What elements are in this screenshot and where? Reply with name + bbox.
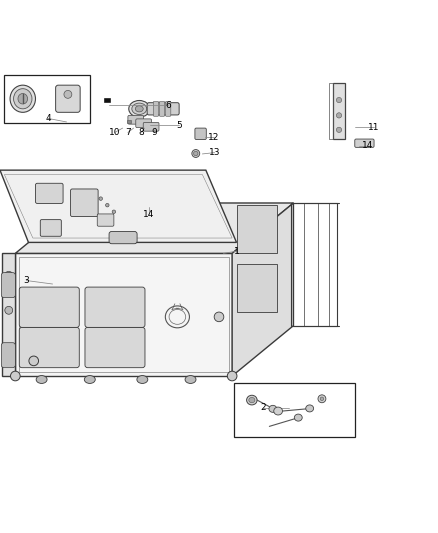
FancyBboxPatch shape bbox=[97, 214, 114, 226]
Ellipse shape bbox=[318, 395, 326, 403]
FancyBboxPatch shape bbox=[355, 139, 374, 147]
Polygon shape bbox=[237, 264, 277, 312]
Text: 11: 11 bbox=[368, 123, 380, 132]
Ellipse shape bbox=[5, 344, 13, 351]
FancyBboxPatch shape bbox=[1, 343, 15, 368]
FancyBboxPatch shape bbox=[1, 273, 15, 297]
Text: 6: 6 bbox=[165, 101, 171, 110]
Ellipse shape bbox=[320, 397, 324, 400]
FancyBboxPatch shape bbox=[85, 287, 145, 327]
FancyBboxPatch shape bbox=[109, 231, 137, 244]
Ellipse shape bbox=[185, 376, 196, 383]
Ellipse shape bbox=[132, 103, 147, 115]
FancyBboxPatch shape bbox=[195, 128, 206, 140]
Text: 13: 13 bbox=[209, 148, 220, 157]
FancyBboxPatch shape bbox=[56, 85, 80, 112]
FancyBboxPatch shape bbox=[85, 327, 145, 368]
Polygon shape bbox=[0, 170, 237, 243]
Ellipse shape bbox=[29, 356, 39, 366]
Ellipse shape bbox=[192, 150, 200, 157]
Ellipse shape bbox=[214, 312, 224, 322]
Bar bbox=[333, 83, 345, 140]
Text: 7: 7 bbox=[125, 128, 131, 137]
Ellipse shape bbox=[274, 407, 283, 415]
Text: 8: 8 bbox=[138, 128, 144, 137]
Bar bbox=[104, 98, 110, 102]
FancyBboxPatch shape bbox=[19, 327, 79, 368]
Ellipse shape bbox=[269, 405, 277, 413]
Text: 5: 5 bbox=[176, 121, 182, 130]
Ellipse shape bbox=[336, 127, 342, 133]
Ellipse shape bbox=[106, 204, 109, 207]
Polygon shape bbox=[237, 205, 277, 253]
Ellipse shape bbox=[10, 85, 35, 112]
FancyBboxPatch shape bbox=[128, 115, 144, 124]
Text: 12: 12 bbox=[208, 133, 219, 142]
Text: 9: 9 bbox=[151, 128, 157, 137]
Ellipse shape bbox=[336, 98, 342, 103]
Ellipse shape bbox=[129, 101, 150, 117]
Ellipse shape bbox=[247, 395, 257, 405]
FancyBboxPatch shape bbox=[40, 220, 61, 236]
Text: 4: 4 bbox=[46, 114, 51, 123]
Polygon shape bbox=[15, 253, 232, 376]
FancyBboxPatch shape bbox=[19, 287, 79, 327]
Text: 2: 2 bbox=[260, 403, 265, 412]
Bar bbox=[127, 120, 131, 123]
Ellipse shape bbox=[5, 306, 13, 314]
Bar bbox=[234, 383, 355, 437]
Bar bbox=[4, 75, 90, 123]
Ellipse shape bbox=[306, 405, 314, 412]
Bar bbox=[291, 203, 337, 326]
Ellipse shape bbox=[11, 371, 20, 381]
Ellipse shape bbox=[99, 197, 102, 200]
Text: 1: 1 bbox=[233, 247, 240, 256]
FancyBboxPatch shape bbox=[78, 227, 110, 241]
FancyBboxPatch shape bbox=[147, 103, 179, 115]
Text: 14: 14 bbox=[362, 141, 374, 150]
FancyBboxPatch shape bbox=[71, 189, 98, 216]
FancyBboxPatch shape bbox=[136, 119, 152, 128]
Polygon shape bbox=[15, 203, 293, 253]
Ellipse shape bbox=[112, 210, 116, 214]
Ellipse shape bbox=[5, 271, 13, 279]
Ellipse shape bbox=[137, 376, 148, 383]
FancyBboxPatch shape bbox=[166, 101, 171, 116]
Ellipse shape bbox=[84, 376, 95, 383]
Ellipse shape bbox=[336, 113, 342, 118]
Polygon shape bbox=[2, 253, 15, 376]
FancyBboxPatch shape bbox=[143, 123, 159, 131]
FancyBboxPatch shape bbox=[159, 101, 165, 116]
FancyBboxPatch shape bbox=[35, 183, 63, 204]
Bar bbox=[329, 83, 333, 140]
Text: 3: 3 bbox=[23, 276, 29, 285]
Ellipse shape bbox=[18, 93, 28, 104]
Ellipse shape bbox=[194, 151, 198, 156]
FancyBboxPatch shape bbox=[153, 101, 159, 116]
Ellipse shape bbox=[135, 106, 143, 112]
Text: 14: 14 bbox=[143, 211, 155, 219]
Ellipse shape bbox=[14, 88, 32, 109]
Text: 10: 10 bbox=[109, 128, 120, 137]
Ellipse shape bbox=[249, 398, 255, 403]
Ellipse shape bbox=[64, 91, 72, 98]
Polygon shape bbox=[232, 203, 293, 376]
Ellipse shape bbox=[294, 414, 302, 421]
Ellipse shape bbox=[36, 376, 47, 383]
Ellipse shape bbox=[227, 371, 237, 381]
